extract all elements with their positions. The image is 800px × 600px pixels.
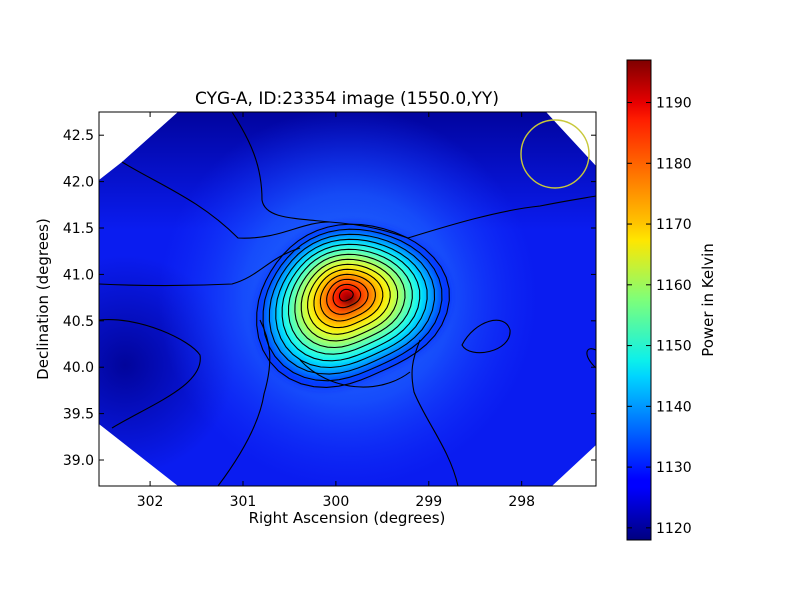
y-tick-label: 39.5 [63, 407, 94, 423]
colorbar-tick-label: 1160 [656, 278, 692, 294]
colorbar-label: Power in Kelvin [699, 243, 717, 357]
contour-line [121, 161, 331, 239]
contour-line [411, 339, 459, 486]
plot-frame [98, 111, 597, 487]
contour-line [256, 223, 450, 388]
colorbar-tick-label: 1150 [656, 339, 692, 355]
contour-line [262, 228, 443, 382]
peak-core [340, 292, 359, 309]
y-tick-label: 42.5 [63, 128, 94, 144]
y-tick-label: 40.5 [63, 314, 94, 330]
contour-line [461, 319, 511, 354]
contour-line [287, 248, 413, 355]
contour-line [281, 243, 421, 362]
beam-marker [520, 119, 590, 189]
contour-line [268, 233, 436, 375]
contour-line [99, 319, 201, 429]
contour-line [319, 273, 376, 322]
contour-line [307, 263, 391, 335]
x-axis-label: Right Ascension (degrees) [249, 509, 446, 527]
contour-line [329, 195, 596, 239]
colorbar-tick-label: 1170 [656, 217, 692, 233]
contour-line [99, 247, 301, 287]
contour-line [299, 359, 411, 388]
x-tick-label: 300 [323, 494, 350, 510]
x-tick-label: 299 [415, 494, 442, 510]
contour-line [332, 283, 362, 309]
y-tick-label: 41.0 [63, 267, 94, 283]
y-tick-label: 42.0 [63, 175, 94, 191]
contour-line [231, 112, 331, 223]
x-tick-label: 302 [137, 494, 164, 510]
contour-line [586, 348, 596, 369]
colorbar-tick-label: 1190 [656, 96, 692, 112]
x-tick-label: 298 [508, 494, 535, 510]
colorbar-tick-label: 1180 [656, 156, 692, 172]
colorbar-tick-label: 1130 [656, 460, 692, 476]
contour-line [300, 258, 399, 342]
colorbar-tick-label: 1120 [656, 521, 692, 537]
colorbar [626, 59, 652, 541]
y-axis: 39.0 39.5 40.0 40.5 41.0 41.5 42.0 42.5 [63, 128, 596, 469]
y-tick-label: 41.5 [63, 221, 94, 237]
contour-line [338, 288, 354, 302]
colorbar-tick-label: 1140 [656, 399, 692, 415]
contour-line [326, 278, 369, 315]
contour-lines [99, 112, 596, 486]
x-tick-label: 301 [230, 494, 257, 510]
y-tick-label: 40.0 [63, 360, 94, 376]
colorbar-ticks: 1120 1130 1140 1150 1160 1170 1180 1190 [627, 96, 692, 537]
x-axis: 302 301 300 299 298 [137, 112, 535, 510]
contour-line [217, 319, 271, 486]
y-tick-label: 39.0 [63, 453, 94, 469]
contour-line [313, 268, 384, 329]
heatmap-image [99, 112, 596, 486]
y-axis-label: Declination (degrees) [34, 218, 52, 380]
contour-line [294, 253, 406, 349]
chart-title: CYG-A, ID:23354 image (1550.0,YY) [195, 89, 499, 109]
contour-line [275, 238, 428, 369]
